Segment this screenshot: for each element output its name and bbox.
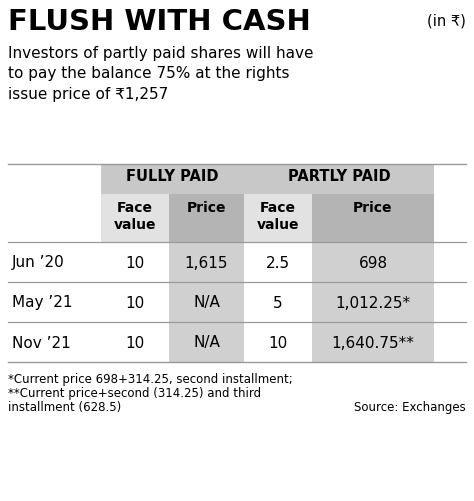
Text: **Current price+second (314.25) and third: **Current price+second (314.25) and thir… — [8, 386, 261, 399]
Text: 1,615: 1,615 — [185, 255, 228, 270]
Text: 10: 10 — [126, 255, 145, 270]
Bar — [169, 283, 244, 322]
Bar — [312, 283, 434, 322]
Text: 10: 10 — [268, 335, 288, 350]
Text: PARTLY PAID: PARTLY PAID — [288, 169, 390, 184]
Text: (in ₹): (in ₹) — [427, 14, 466, 29]
Text: installment (628.5): installment (628.5) — [8, 400, 121, 413]
Bar — [169, 322, 244, 362]
Text: 698: 698 — [358, 255, 388, 270]
Text: Price: Price — [353, 200, 393, 214]
Text: 10: 10 — [126, 295, 145, 310]
Bar — [244, 165, 434, 194]
Bar — [312, 322, 434, 362]
Bar — [244, 194, 312, 242]
Bar — [312, 194, 434, 242]
Text: Price: Price — [187, 200, 226, 214]
Text: Jun ’20: Jun ’20 — [12, 255, 65, 270]
Bar — [169, 194, 244, 242]
Text: FULLY PAID: FULLY PAID — [126, 169, 219, 184]
Text: 10: 10 — [126, 335, 145, 350]
Text: May ’21: May ’21 — [12, 295, 73, 310]
Text: N/A: N/A — [193, 295, 220, 310]
Text: 5: 5 — [273, 295, 283, 310]
Text: Face
value: Face value — [114, 200, 156, 232]
Text: *Current price 698+314.25, second installment;: *Current price 698+314.25, second instal… — [8, 372, 293, 385]
Text: Face
value: Face value — [257, 200, 299, 232]
Text: Source: Exchanges: Source: Exchanges — [354, 400, 466, 413]
Text: 1,640.75**: 1,640.75** — [331, 335, 414, 350]
Text: N/A: N/A — [193, 335, 220, 350]
Bar — [101, 165, 244, 194]
Bar — [101, 194, 169, 242]
Bar — [312, 242, 434, 283]
Text: 2.5: 2.5 — [266, 255, 290, 270]
Bar — [169, 242, 244, 283]
Text: FLUSH WITH CASH: FLUSH WITH CASH — [8, 8, 311, 36]
Text: 1,012.25*: 1,012.25* — [336, 295, 410, 310]
Text: Nov ’21: Nov ’21 — [12, 335, 71, 350]
Text: Investors of partly paid shares will have
to pay the balance 75% at the rights
i: Investors of partly paid shares will hav… — [8, 46, 313, 102]
